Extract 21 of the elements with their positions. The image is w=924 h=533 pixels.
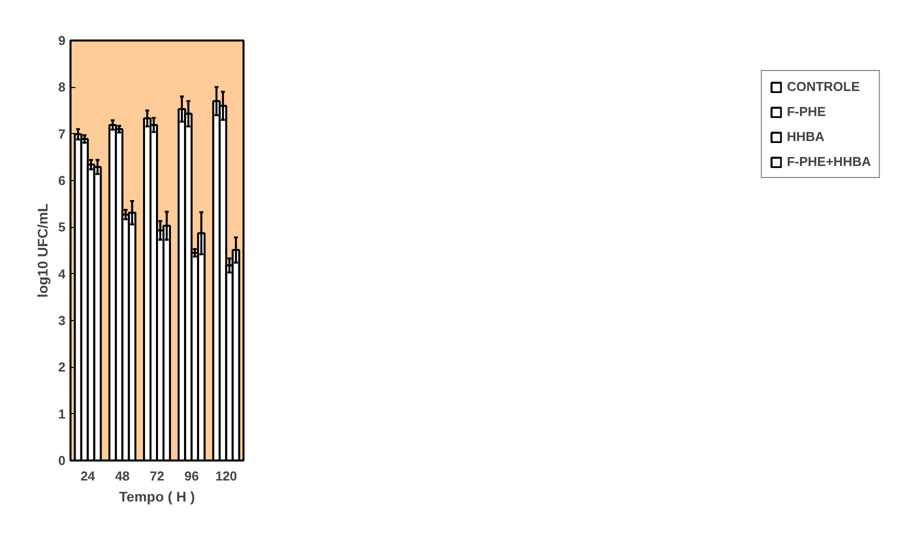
y-tick-label: 8: [58, 80, 66, 95]
x-tick-label: 120: [215, 468, 238, 484]
y-tick-label: 6: [58, 173, 66, 188]
x-tick-label: 72: [150, 468, 164, 484]
x-axis-title: Tempo ( H ): [119, 488, 195, 504]
y-tick-label: 0: [58, 453, 66, 468]
y-tick-label: 1: [58, 406, 66, 422]
x-tick-label: 48: [115, 468, 130, 484]
legend-label: CONTROLE: [786, 79, 860, 94]
legend-label: F-PHE+HHBA: [786, 154, 871, 169]
y-tick-label: 9: [58, 33, 66, 48]
y-tick-label: 2: [58, 360, 66, 375]
legend-label: F-PHE: [786, 104, 826, 119]
y-tick-label: 7: [58, 126, 66, 142]
y-tick-label: 3: [58, 313, 66, 328]
legend-label: HHBA: [786, 129, 824, 144]
y-tick-label: 5: [58, 220, 66, 235]
x-tick-label: 24: [80, 468, 96, 484]
x-tick-label: 96: [184, 468, 199, 484]
y-tick-label: 4: [58, 266, 66, 282]
y-axis-title: log10 UFC/mL: [34, 202, 50, 298]
